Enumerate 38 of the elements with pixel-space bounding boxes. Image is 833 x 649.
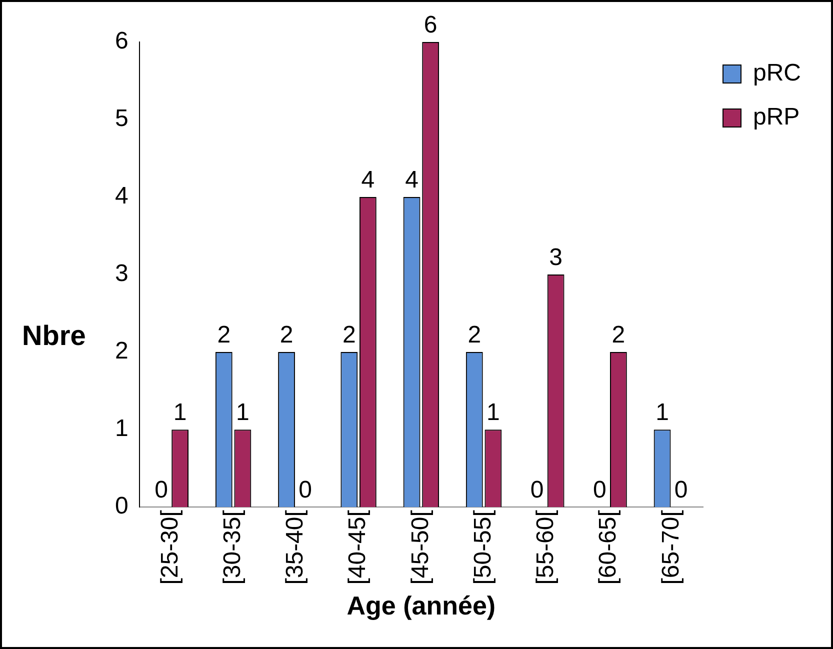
data-label: 2	[217, 322, 231, 349]
y-tick-label: 1	[114, 415, 128, 442]
y-tick-label: 2	[114, 338, 128, 365]
x-axis-title: Age (année)	[346, 590, 496, 621]
x-tick-label: [40-45[	[344, 510, 372, 585]
legend-label: pRC	[752, 60, 802, 87]
data-label: 0	[154, 476, 168, 504]
data-label: 0	[298, 476, 312, 504]
data-label: 1	[656, 399, 669, 426]
y-tick-label: 5	[114, 105, 128, 132]
y-axis-title: Nbre	[22, 320, 86, 352]
x-tick-label: [60-65[	[594, 510, 622, 585]
y-tick-label: 0	[114, 492, 128, 520]
x-tick-label: [25-30[	[156, 510, 184, 585]
data-label: 1	[486, 399, 500, 426]
data-label: 6	[424, 12, 438, 39]
legend-label: pRP	[752, 104, 800, 131]
x-tick-label: [45-50[	[406, 510, 434, 585]
data-label: 1	[236, 399, 250, 426]
data-label: 2	[280, 322, 294, 349]
data-label: 2	[612, 322, 626, 349]
data-label: 0	[530, 476, 544, 504]
x-tick-label: [65-70[	[657, 510, 684, 585]
data-label: 4	[405, 166, 418, 194]
x-tick-label: [55-60[	[532, 510, 560, 585]
data-label: 2	[342, 322, 356, 349]
x-tick-label: [35-40[	[282, 510, 309, 585]
data-label: 4	[361, 166, 375, 194]
data-label: 1	[173, 399, 187, 426]
data-label: 0	[592, 476, 606, 504]
y-tick-label: 4	[114, 182, 128, 210]
data-label: 0	[674, 476, 688, 504]
x-tick-label: [30-35[	[218, 510, 246, 585]
data-label: 3	[549, 244, 562, 272]
data-label: 2	[468, 322, 482, 349]
y-tick-label: 3	[114, 260, 128, 288]
y-tick-label: 6	[114, 28, 128, 55]
x-tick-label: [50-55[	[469, 510, 496, 585]
